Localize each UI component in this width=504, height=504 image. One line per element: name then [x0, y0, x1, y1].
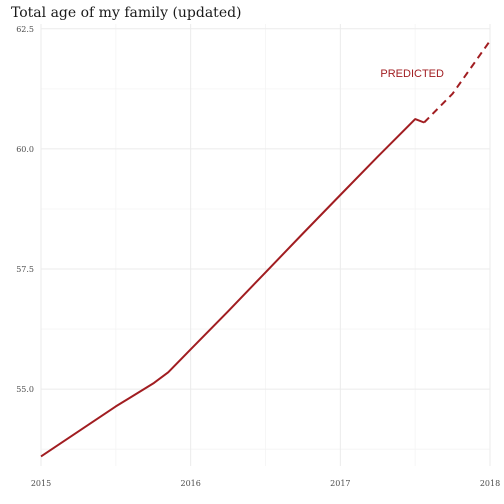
- major-gridlines: [40, 24, 491, 466]
- y-tick-label: 55.0: [16, 385, 34, 394]
- x-tick-label: 2018: [480, 479, 500, 488]
- series-lines: [40, 40, 491, 458]
- chart-title: Total age of my family (updated): [11, 5, 242, 21]
- tick-labels: 2015 2016 2017 2018 55.0 57.5 60.0 62.5: [16, 25, 500, 488]
- annotations: PREDICTED: [380, 68, 444, 80]
- x-tick-label: 2017: [330, 479, 350, 488]
- y-tick-label: 62.5: [16, 25, 34, 34]
- predicted-annotation: PREDICTED: [380, 68, 444, 80]
- y-tick-label: 57.5: [16, 265, 34, 274]
- predicted-series-line: [423, 40, 491, 124]
- observed-series-line: [40, 118, 425, 458]
- y-tick-label: 60.0: [16, 145, 34, 154]
- minor-gridlines: [41, 24, 490, 466]
- x-tick-label: 2015: [31, 479, 51, 488]
- x-tick-label: 2016: [180, 479, 200, 488]
